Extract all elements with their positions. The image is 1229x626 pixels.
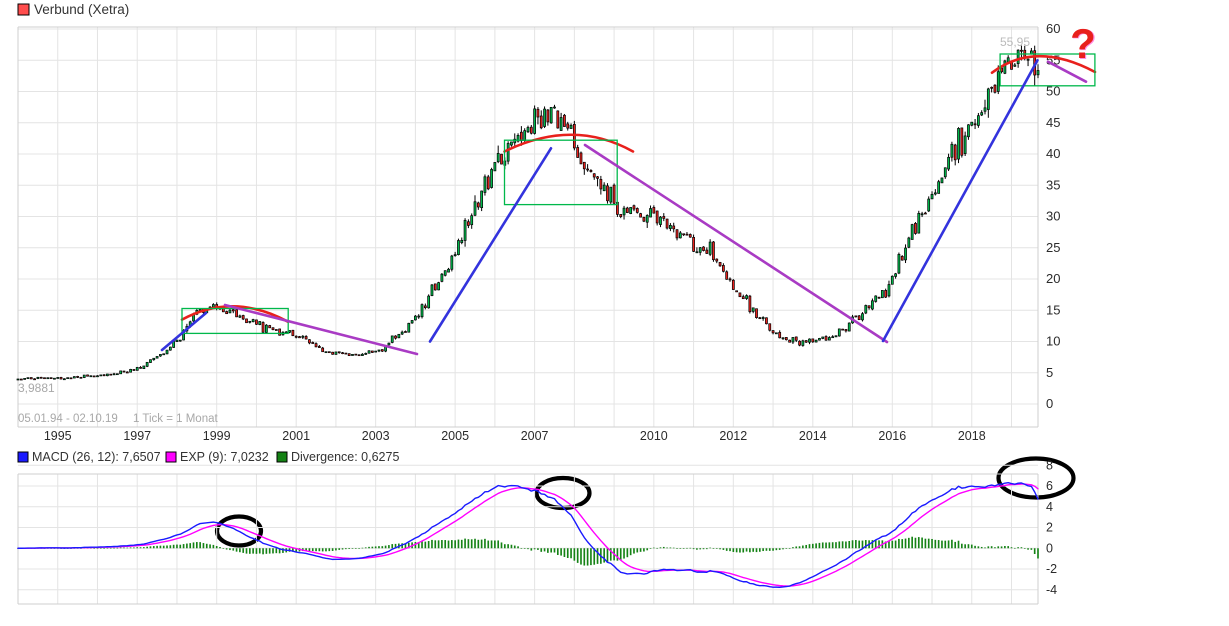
svg-text:2007: 2007 <box>521 429 549 443</box>
svg-text:3,9881: 3,9881 <box>18 381 55 395</box>
svg-text:5: 5 <box>1046 365 1053 380</box>
svg-text:8: 8 <box>1046 458 1053 472</box>
svg-text:2010: 2010 <box>640 429 668 443</box>
svg-text:10: 10 <box>1046 334 1060 349</box>
svg-text:2014: 2014 <box>799 429 827 443</box>
svg-text:MACD (26, 12): 7,6507: MACD (26, 12): 7,6507 <box>32 450 161 464</box>
svg-text:30: 30 <box>1046 209 1060 224</box>
svg-text:35: 35 <box>1046 177 1060 192</box>
svg-text:-4: -4 <box>1046 583 1057 597</box>
svg-text:2018: 2018 <box>958 429 986 443</box>
svg-text:0: 0 <box>1046 396 1053 411</box>
svg-text:40: 40 <box>1046 146 1060 161</box>
svg-text:6: 6 <box>1046 479 1053 493</box>
svg-text:1999: 1999 <box>203 429 231 443</box>
svg-text:20: 20 <box>1046 271 1060 286</box>
svg-text:2016: 2016 <box>878 429 906 443</box>
svg-text:2012: 2012 <box>719 429 747 443</box>
svg-text:1997: 1997 <box>123 429 151 443</box>
svg-text:2003: 2003 <box>362 429 390 443</box>
svg-text:4: 4 <box>1046 500 1053 514</box>
svg-text:0: 0 <box>1046 541 1053 555</box>
svg-text:2: 2 <box>1046 521 1053 535</box>
svg-text:Verbund (Xetra): Verbund (Xetra) <box>34 2 129 17</box>
svg-text:2001: 2001 <box>282 429 310 443</box>
svg-text:Divergence: 0,6275: Divergence: 0,6275 <box>291 450 399 464</box>
svg-text:55,95: 55,95 <box>1000 35 1030 49</box>
svg-text:45: 45 <box>1046 115 1060 130</box>
svg-text:EXP (9): 7,0232: EXP (9): 7,0232 <box>180 450 269 464</box>
svg-text:1995: 1995 <box>44 429 72 443</box>
svg-text:?: ? <box>1070 20 1096 67</box>
svg-text:-2: -2 <box>1046 562 1057 576</box>
svg-text:15: 15 <box>1046 302 1060 317</box>
svg-text:2005: 2005 <box>441 429 469 443</box>
svg-text:1 Tick = 1 Monat: 1 Tick = 1 Monat <box>133 413 218 425</box>
svg-text:25: 25 <box>1046 240 1060 255</box>
svg-text:60: 60 <box>1046 21 1060 36</box>
svg-text:05.01.94 - 02.10.19: 05.01.94 - 02.10.19 <box>18 413 118 425</box>
